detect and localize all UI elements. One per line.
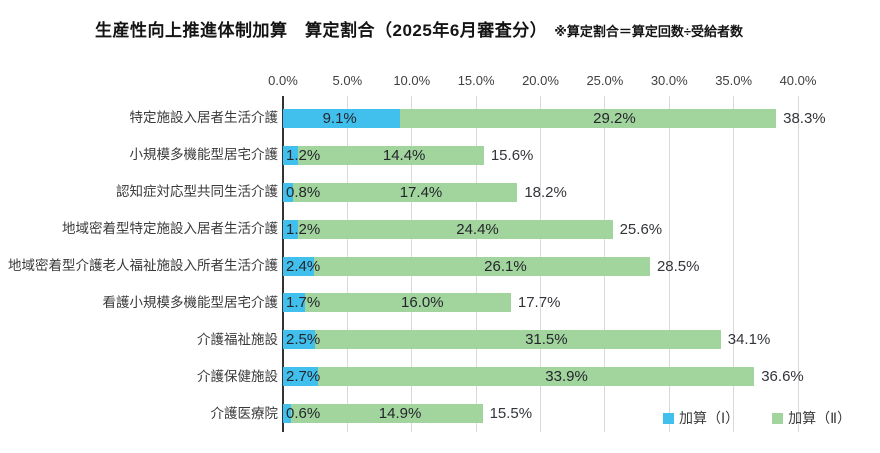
x-axis-tick-label: 35.0% [715, 73, 753, 88]
bar-total-label: 36.6% [761, 368, 804, 385]
category-label: 介護福祉施設 [197, 331, 278, 347]
x-axis-tick-label: 25.0% [586, 73, 624, 88]
gridline [797, 96, 799, 432]
chart-title-note: ※算定割合＝算定回数÷受給者数 [554, 24, 744, 39]
bar-segment-kasan1 [283, 404, 291, 423]
bar-segment-label-kasan1: 0.8% [286, 184, 321, 201]
gridline [668, 96, 670, 432]
bar-segment-label-kasan2: 26.1% [484, 258, 527, 275]
category-label: 地域密着型特定施設入居者生活介護 [62, 221, 278, 237]
category-label: 介護保健施設 [197, 368, 278, 384]
bar-total-label: 38.3% [783, 110, 826, 127]
bar-total-label: 25.6% [619, 221, 663, 238]
bar-segment-kasan1 [283, 146, 299, 165]
bar-segment-kasan2 [293, 183, 518, 202]
bar-segment-kasan1 [283, 293, 305, 312]
legend: 加算（Ⅰ） 加算（Ⅱ） [663, 408, 851, 428]
bar-segment-kasan2 [315, 330, 721, 349]
bar-segment-label-kasan1: 2.5% [286, 331, 321, 348]
bar-segment-label-kasan2: 14.9% [378, 405, 422, 422]
category-label: 地域密着型介護老人福祉施設入所者生活介護 [8, 258, 278, 273]
legend-label-kasan-1: 加算（Ⅰ） [679, 410, 740, 426]
legend-item-kasan-1: 加算（Ⅰ） [663, 408, 739, 428]
bar-total-label: 15.6% [490, 147, 534, 164]
bar-segment-label-kasan1: 1.2% [286, 221, 321, 238]
bar-segment-label-kasan1: 1.7% [286, 294, 321, 311]
bar-segment-label-kasan1: 1.2% [286, 147, 321, 164]
category-label: 介護医療院 [210, 405, 279, 421]
bar-segment-label-kasan2: 16.0% [401, 294, 444, 311]
bar-segment-label-kasan1: 9.1% [322, 110, 357, 127]
legend-label-kasan-2: 加算（Ⅱ） [788, 410, 852, 426]
bar-segment-label-kasan2: 24.4% [456, 221, 499, 238]
bar-segment-kasan1 [283, 367, 318, 386]
bar-segment-kasan1 [283, 183, 294, 202]
bar-segment-label-kasan2: 14.4% [382, 147, 426, 164]
bar-total-label: 34.1% [727, 331, 771, 348]
chart-title-row: 生産性向上推進体制加算 算定割合（2025年6月審査分） ※算定割合＝算定回数÷… [95, 16, 743, 41]
bar-segment-label-kasan1: 2.7% [286, 368, 321, 385]
category-label: 認知症対応型共同生活介護 [116, 184, 278, 200]
legend-swatch-green-icon [772, 412, 784, 424]
x-axis-tick-label: 30.0% [650, 73, 688, 88]
bar-segment-kasan2 [304, 293, 511, 312]
bar-segment-label-kasan2: 31.5% [525, 331, 568, 348]
x-axis-tick-label: 10.0% [393, 73, 431, 88]
bar-segment-kasan2 [313, 257, 650, 276]
x-axis-tick-label: 40.0% [779, 73, 817, 88]
category-label: 看護小規模多機能型居宅介護 [102, 294, 279, 310]
bar-segment-kasan2 [400, 109, 777, 128]
chart-title: 生産性向上推進体制加算 算定割合（2025年6月審査分） [95, 21, 548, 40]
bar-segment-kasan1 [283, 257, 314, 276]
bar-segment-label-kasan2: 17.4% [399, 184, 443, 201]
bar-total-label: 17.7% [517, 294, 561, 311]
bar-segment-kasan2 [298, 220, 613, 239]
bar-segment-kasan2 [290, 404, 483, 423]
bar-segment-label-kasan2: 29.2% [593, 110, 636, 127]
x-axis-tick-label: 15.0% [457, 73, 495, 88]
bar-total-label: 15.5% [489, 405, 533, 422]
bar-segment-label-kasan2: 33.9% [545, 368, 588, 385]
bar-segment-label-kasan1: 0.6% [286, 405, 321, 422]
bar-segment-label-kasan1: 2.4% [286, 258, 321, 275]
category-label: 特定施設入居者生活介護 [129, 110, 279, 126]
bar-total-label: 18.2% [524, 184, 567, 201]
bar-segment-kasan1 [283, 109, 401, 128]
legend-item-kasan-2: 加算（Ⅱ） [772, 408, 851, 428]
bar-segment-kasan1 [283, 220, 299, 239]
bar-total-label: 28.5% [656, 258, 700, 275]
bar-segment-kasan2 [298, 146, 484, 165]
bar-segment-kasan2 [317, 367, 755, 386]
x-axis-tick-label: 0.0% [268, 73, 298, 88]
x-axis-tick-label: 5.0% [332, 73, 363, 88]
legend-swatch-blue-icon [663, 412, 674, 424]
x-axis-tick-label: 20.0% [522, 73, 559, 88]
bar-segment-kasan1 [283, 330, 316, 349]
gridline [733, 96, 735, 432]
category-label: 小規模多機能型居宅介護 [129, 147, 279, 163]
